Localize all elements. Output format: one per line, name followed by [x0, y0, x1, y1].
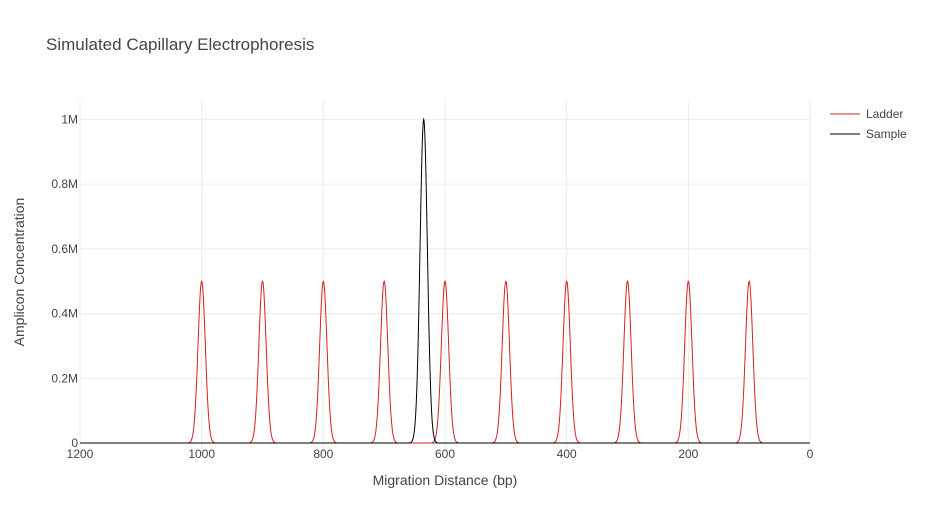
legend-label: Sample — [866, 127, 907, 141]
legend[interactable]: Ladder Sample — [830, 107, 907, 141]
y-tick-label: 0.8M — [51, 177, 78, 191]
legend-item-sample[interactable]: Sample — [830, 127, 907, 141]
y-tick-label: 0.6M — [51, 242, 78, 256]
chart-title: Simulated Capillary Electrophoresis — [46, 35, 314, 54]
legend-item-ladder[interactable]: Ladder — [830, 107, 903, 121]
x-tick-label: 0 — [807, 447, 814, 461]
x-tick-label: 1000 — [188, 447, 215, 461]
x-tick-label: 600 — [435, 447, 455, 461]
legend-label: Ladder — [866, 107, 903, 121]
y-tick-label: 0.4M — [51, 307, 78, 321]
x-tick-label: 200 — [678, 447, 698, 461]
x-tick-label: 1200 — [67, 447, 94, 461]
grid — [79, 100, 811, 456]
y-axis-title: Amplicon Concentration — [11, 198, 27, 347]
tick-labels: 1200 1000 800 600 400 200 0 0 0.2M 0.4M 0.6M 0.8M 1M — [51, 112, 813, 461]
plot-area — [80, 117, 810, 444]
y-tick-label: 0.2M — [51, 371, 78, 385]
x-tick-label: 400 — [557, 447, 577, 461]
y-tick-label: 1M — [61, 112, 78, 126]
series-line-sample[interactable] — [80, 117, 810, 444]
y-tick-label: 0 — [71, 436, 78, 450]
x-tick-label: 800 — [313, 447, 333, 461]
x-axis-title: Migration Distance (bp) — [373, 472, 518, 488]
